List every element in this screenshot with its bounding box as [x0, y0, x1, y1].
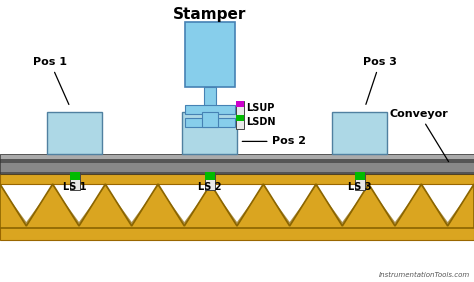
Polygon shape [0, 184, 474, 228]
Text: InstrumentationTools.com: InstrumentationTools.com [379, 272, 470, 278]
Polygon shape [158, 184, 210, 226]
Text: LS 2: LS 2 [198, 182, 221, 192]
Bar [0, 154, 474, 174]
Polygon shape [316, 184, 369, 226]
Bar [236, 101, 244, 107]
Polygon shape [0, 184, 53, 226]
Text: LS 3: LS 3 [348, 182, 372, 192]
Bar [236, 115, 244, 121]
Polygon shape [264, 184, 316, 226]
Bar [236, 101, 244, 115]
Bar [236, 115, 244, 129]
Bar [355, 172, 365, 180]
Bar [0, 154, 474, 174]
Bar [0, 174, 474, 184]
Bar [332, 112, 388, 154]
Polygon shape [369, 184, 421, 226]
Bar [0, 226, 474, 240]
Text: LS 1: LS 1 [63, 182, 86, 192]
Bar [0, 154, 474, 159]
Bar [185, 22, 235, 87]
Bar [0, 163, 474, 172]
Text: Pos 2: Pos 2 [242, 136, 307, 146]
Text: LSUP: LSUP [246, 103, 274, 113]
Bar [185, 105, 235, 114]
Polygon shape [210, 184, 264, 226]
Bar [355, 172, 365, 190]
Text: LSDN: LSDN [246, 117, 275, 127]
Bar [185, 118, 235, 127]
Text: Pos 3: Pos 3 [363, 57, 397, 104]
Text: Pos 1: Pos 1 [33, 57, 69, 104]
Bar [202, 112, 218, 127]
Bar [205, 172, 215, 180]
Polygon shape [105, 184, 158, 226]
Bar [70, 172, 80, 180]
Polygon shape [421, 184, 474, 226]
Bar [47, 112, 102, 154]
Bar [204, 87, 216, 107]
Text: Stamper: Stamper [173, 7, 246, 22]
Bar [182, 112, 237, 154]
Polygon shape [53, 184, 105, 226]
Bar [205, 172, 215, 190]
Text: Conveyor: Conveyor [390, 109, 449, 162]
Bar [70, 172, 80, 190]
